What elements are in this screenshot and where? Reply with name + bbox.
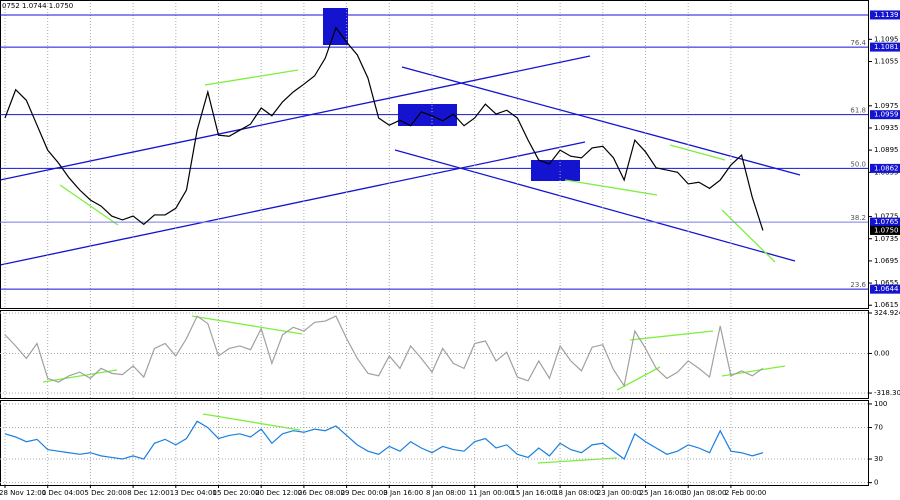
fib-label: 50.0 <box>850 160 866 168</box>
y-tick-label: 1.0615 <box>874 301 899 309</box>
y-tick-label: 1.0735 <box>874 235 899 243</box>
x-tick-label: 11 Jan 00:00 <box>469 489 513 497</box>
y-tick-label: 1.0935 <box>874 124 899 132</box>
fib-label: 61.8 <box>850 107 866 115</box>
zone-box <box>531 160 580 181</box>
divergence-line <box>204 69 299 86</box>
series-line <box>4 315 764 388</box>
x-tick-label: 2 Feb 00:00 <box>725 489 766 497</box>
level-label: 1.0644 <box>874 285 899 293</box>
trend-line <box>0 141 586 266</box>
series-line <box>4 26 764 231</box>
level-label: 1.0862 <box>874 164 899 172</box>
y-tick-label: 1.0655 <box>874 279 899 287</box>
x-tick-label: 8 Dec 12:00 <box>127 489 170 497</box>
y-tick-label: 324.9243 <box>874 309 900 317</box>
level-box <box>870 42 900 52</box>
divergence-line <box>202 413 301 431</box>
y-tick-label: 1.0695 <box>874 257 899 265</box>
level-box <box>870 110 900 120</box>
panel-frame <box>0 0 869 309</box>
divergence-line <box>59 184 119 226</box>
divergence-line <box>564 179 658 196</box>
x-tick-label: 15 Jan 16:00 <box>511 489 555 497</box>
level-label: 1.0765 <box>874 218 899 226</box>
y-tick-label: 0 <box>874 479 878 487</box>
x-tick-label: 20 Dec 12:00 <box>255 489 302 497</box>
y-tick-label: 1.1055 <box>874 57 899 65</box>
divergence-line <box>42 369 118 383</box>
x-tick-label: 26 Dec 08:00 <box>298 489 345 497</box>
x-tick-label: 18 Jan 08:00 <box>554 489 598 497</box>
series-line <box>4 420 764 460</box>
y-tick-label: 0.00 <box>874 349 890 357</box>
divergence-line <box>629 330 714 341</box>
level-label: 1.1139 <box>874 11 899 19</box>
x-tick-label: 5 Dec 20:00 <box>84 489 127 497</box>
trend-line <box>401 66 801 176</box>
level-box <box>870 163 900 173</box>
level-box <box>870 284 900 294</box>
fib-label: 23.6 <box>850 281 866 289</box>
panel-frame <box>0 310 869 399</box>
fib-label: 76.4 <box>850 39 866 47</box>
x-tick-label: 29 Dec 00:00 <box>341 489 388 497</box>
level-label: 1.1081 <box>874 43 899 51</box>
level-label: 1.0959 <box>874 111 899 119</box>
x-tick-label: 28 Nov 12:00 <box>0 489 46 497</box>
y-tick-label: 70 <box>874 424 883 432</box>
x-tick-label: 8 Jan 08:00 <box>426 489 466 497</box>
y-tick-label: 30 <box>874 455 883 463</box>
level-box <box>870 217 900 227</box>
x-tick-label: 25 Jan 16:00 <box>640 489 684 497</box>
divergence-line <box>669 144 726 161</box>
panel-frame <box>0 400 869 486</box>
x-tick-label: 1 Dec 04:00 <box>42 489 85 497</box>
divergence-line <box>191 315 303 335</box>
current-price-box <box>870 225 900 235</box>
y-tick-label: -318.308 <box>874 389 900 397</box>
y-tick-label: 1.0975 <box>874 102 899 110</box>
y-tick-label: 1.0775 <box>874 213 899 221</box>
y-tick-label: 100 <box>874 400 887 408</box>
trend-line <box>0 55 591 181</box>
x-tick-label: 13 Dec 04:00 <box>170 489 217 497</box>
y-tick-label: 1.0895 <box>874 146 899 154</box>
x-tick-label: 23 Jan 00:00 <box>597 489 641 497</box>
divergence-line <box>721 365 786 377</box>
y-tick-label: 1.1095 <box>874 35 899 43</box>
current-price-label: 1.0750 <box>874 226 899 234</box>
x-tick-label: 15 Dec 20:00 <box>213 489 260 497</box>
header-text: 0752 1.0744 1.0750 <box>2 2 73 10</box>
x-tick-label: 3 Jan 16:00 <box>383 489 423 497</box>
fib-label: 38.2 <box>850 214 866 222</box>
divergence-line <box>721 209 776 263</box>
level-box <box>870 10 900 20</box>
x-tick-label: 30 Jan 08:00 <box>682 489 726 497</box>
